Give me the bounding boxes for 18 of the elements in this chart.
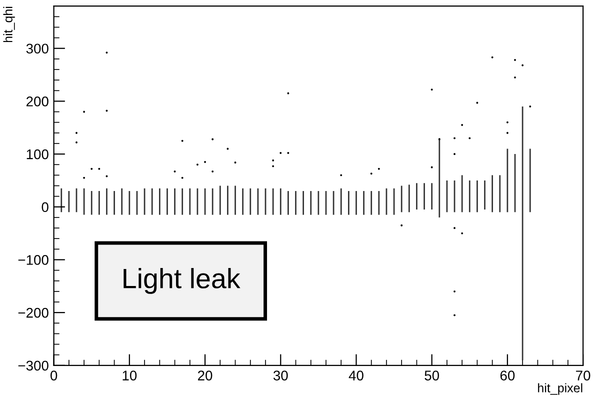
x-tick-label: 40 (348, 370, 364, 380)
y-tick-label: 200 (26, 96, 48, 106)
y-tick-label: 300 (26, 44, 48, 54)
y-tick-label: 0 (42, 202, 48, 212)
x-tick-label: 70 (576, 370, 590, 380)
y-tick-label: 100 (26, 149, 48, 160)
y-tick-label: −300 (18, 360, 48, 371)
x-axis-title: hit_pixel (538, 383, 582, 395)
x-tick-label: 30 (273, 370, 288, 380)
x-tick-label: 0 (50, 370, 58, 380)
y-tick-label: −100 (18, 255, 48, 265)
x-tick-label: 20 (198, 370, 212, 380)
annotation: Light leak (124, 268, 240, 294)
x-tick-label: 10 (122, 370, 137, 380)
x-tick-label: 60 (500, 370, 515, 380)
x-tick-label: 50 (424, 370, 440, 380)
y-axis-title: hit_qhi (3, 6, 15, 42)
y-tick-label: −200 (18, 308, 48, 318)
